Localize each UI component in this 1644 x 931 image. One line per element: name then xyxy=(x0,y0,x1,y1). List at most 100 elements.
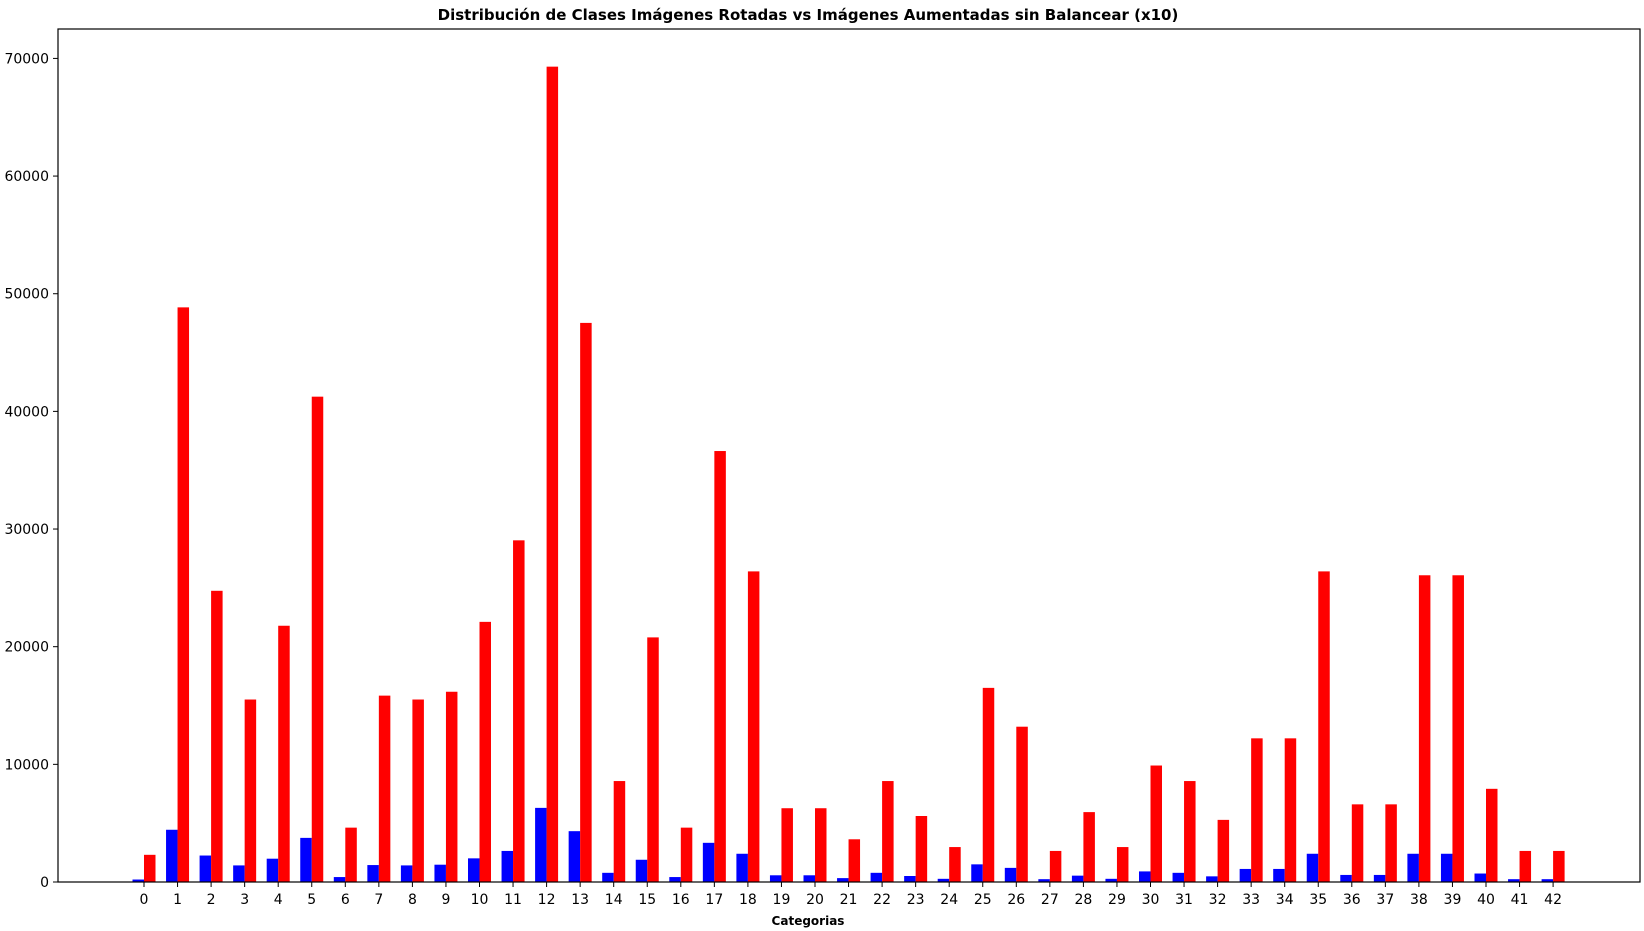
bar-series1-cat-13 xyxy=(568,831,581,882)
bar-series2-cat-26 xyxy=(1016,726,1028,882)
bar-series2-cat-29 xyxy=(1116,847,1129,882)
bar-series1-cat-12 xyxy=(535,807,547,882)
bar-series1-cat-5 xyxy=(300,837,312,882)
x-tick-label: 8 xyxy=(408,892,417,908)
bar-series2-cat-16 xyxy=(680,827,693,882)
bar-series1-cat-18 xyxy=(736,853,748,882)
y-tick-label: 60000 xyxy=(4,169,49,185)
chart-title: Distribución de Clases Imágenes Rotadas … xyxy=(438,6,1179,24)
bar-series1-cat-9 xyxy=(434,864,446,882)
bar-series1-cat-33 xyxy=(1239,868,1252,882)
bar-series2-cat-11 xyxy=(513,540,525,882)
x-tick-label: 39 xyxy=(1444,892,1462,908)
bar-series2-cat-42 xyxy=(1553,850,1565,882)
bar-series1-cat-39 xyxy=(1440,853,1453,882)
x-tick-label: 24 xyxy=(940,892,958,908)
bar-series1-cat-6 xyxy=(333,877,346,882)
bar-series1-cat-34 xyxy=(1273,868,1285,882)
bar-series1-cat-10 xyxy=(468,858,480,882)
bar-series1-cat-31 xyxy=(1172,872,1185,882)
bar-series2-cat-33 xyxy=(1251,738,1263,882)
bar-series1-cat-11 xyxy=(501,850,514,882)
bar-series2-cat-39 xyxy=(1452,575,1464,882)
bar-series1-cat-0 xyxy=(132,879,144,882)
x-tick-label: 7 xyxy=(374,892,383,908)
y-tick-label: 40000 xyxy=(4,404,49,420)
bar-series1-cat-37 xyxy=(1373,874,1386,882)
x-tick-label: 14 xyxy=(605,892,623,908)
x-tick-label: 20 xyxy=(806,892,824,908)
bar-series2-cat-40 xyxy=(1486,788,1498,882)
x-tick-label: 29 xyxy=(1108,892,1126,908)
x-tick-label: 15 xyxy=(638,892,656,908)
bar-series2-cat-14 xyxy=(613,781,626,882)
x-tick-label: 40 xyxy=(1477,892,1495,908)
x-tick-label: 42 xyxy=(1544,892,1562,908)
bar-series2-cat-35 xyxy=(1318,571,1330,882)
bar-series2-cat-9 xyxy=(445,691,458,882)
bar-series2-cat-28 xyxy=(1083,812,1095,882)
y-tick-label: 0 xyxy=(40,875,49,891)
bar-series1-cat-26 xyxy=(1004,867,1017,882)
x-tick-label: 35 xyxy=(1309,892,1327,908)
bar-series2-cat-15 xyxy=(647,637,659,882)
bar-series1-cat-36 xyxy=(1340,874,1352,882)
x-tick-label: 38 xyxy=(1410,892,1428,908)
bar-series1-cat-8 xyxy=(400,865,413,882)
x-tick-label: 27 xyxy=(1041,892,1059,908)
x-tick-label: 0 xyxy=(140,892,149,908)
x-tick-label: 17 xyxy=(705,892,723,908)
bar-series2-cat-13 xyxy=(580,322,592,882)
bar-series1-cat-7 xyxy=(367,865,379,882)
bar-series1-cat-35 xyxy=(1306,853,1319,882)
bar-series2-cat-41 xyxy=(1519,850,1532,882)
x-tick-label: 28 xyxy=(1074,892,1092,908)
bar-series1-cat-19 xyxy=(769,875,782,882)
bar-series1-cat-16 xyxy=(669,877,681,882)
bar-series1-cat-32 xyxy=(1206,876,1218,882)
bar-series2-cat-1 xyxy=(177,307,190,882)
x-tick-label: 6 xyxy=(341,892,350,908)
bar-series2-cat-4 xyxy=(278,625,290,882)
x-tick-label: 23 xyxy=(907,892,925,908)
bar-series1-cat-41 xyxy=(1508,879,1520,882)
x-tick-label: 1 xyxy=(173,892,182,908)
bar-series1-cat-27 xyxy=(1038,879,1050,882)
bar-series1-cat-15 xyxy=(635,859,648,882)
bar-series1-cat-3 xyxy=(233,865,245,882)
bar-series2-cat-7 xyxy=(378,695,391,882)
bar-series1-cat-2 xyxy=(199,855,212,882)
bar-series1-cat-21 xyxy=(837,878,849,882)
bar-series1-cat-30 xyxy=(1139,871,1151,882)
bar-series2-cat-19 xyxy=(781,808,793,882)
bar-series2-cat-0 xyxy=(144,854,156,882)
bar-series1-cat-28 xyxy=(1071,875,1084,882)
bar-series2-cat-5 xyxy=(311,396,324,882)
x-tick-label: 30 xyxy=(1142,892,1160,908)
x-tick-label: 12 xyxy=(538,892,556,908)
plot-frame xyxy=(57,28,1641,883)
bar-series2-cat-36 xyxy=(1351,804,1364,882)
bar-series2-cat-8 xyxy=(412,699,424,882)
bar-series2-cat-22 xyxy=(882,781,894,882)
bar-series1-cat-1 xyxy=(166,829,178,882)
bar-series2-cat-17 xyxy=(714,451,726,882)
x-tick-label: 9 xyxy=(441,892,450,908)
y-tick-label: 30000 xyxy=(4,522,49,538)
y-tick-label: 50000 xyxy=(4,287,49,303)
bar-series1-cat-29 xyxy=(1105,878,1117,882)
x-tick-label: 11 xyxy=(504,892,522,908)
bar-series1-cat-22 xyxy=(870,872,883,882)
x-tick-label: 5 xyxy=(307,892,316,908)
x-tick-label: 10 xyxy=(471,892,489,908)
bar-series1-cat-20 xyxy=(803,875,815,882)
x-tick-label: 31 xyxy=(1175,892,1193,908)
bar-series2-cat-32 xyxy=(1217,819,1230,882)
bar-series2-cat-18 xyxy=(747,571,760,882)
bar-series2-cat-38 xyxy=(1418,575,1431,882)
bar-series1-cat-24 xyxy=(937,878,950,882)
x-tick-label: 21 xyxy=(840,892,858,908)
bar-series2-cat-12 xyxy=(546,66,559,882)
x-tick-label: 26 xyxy=(1007,892,1025,908)
